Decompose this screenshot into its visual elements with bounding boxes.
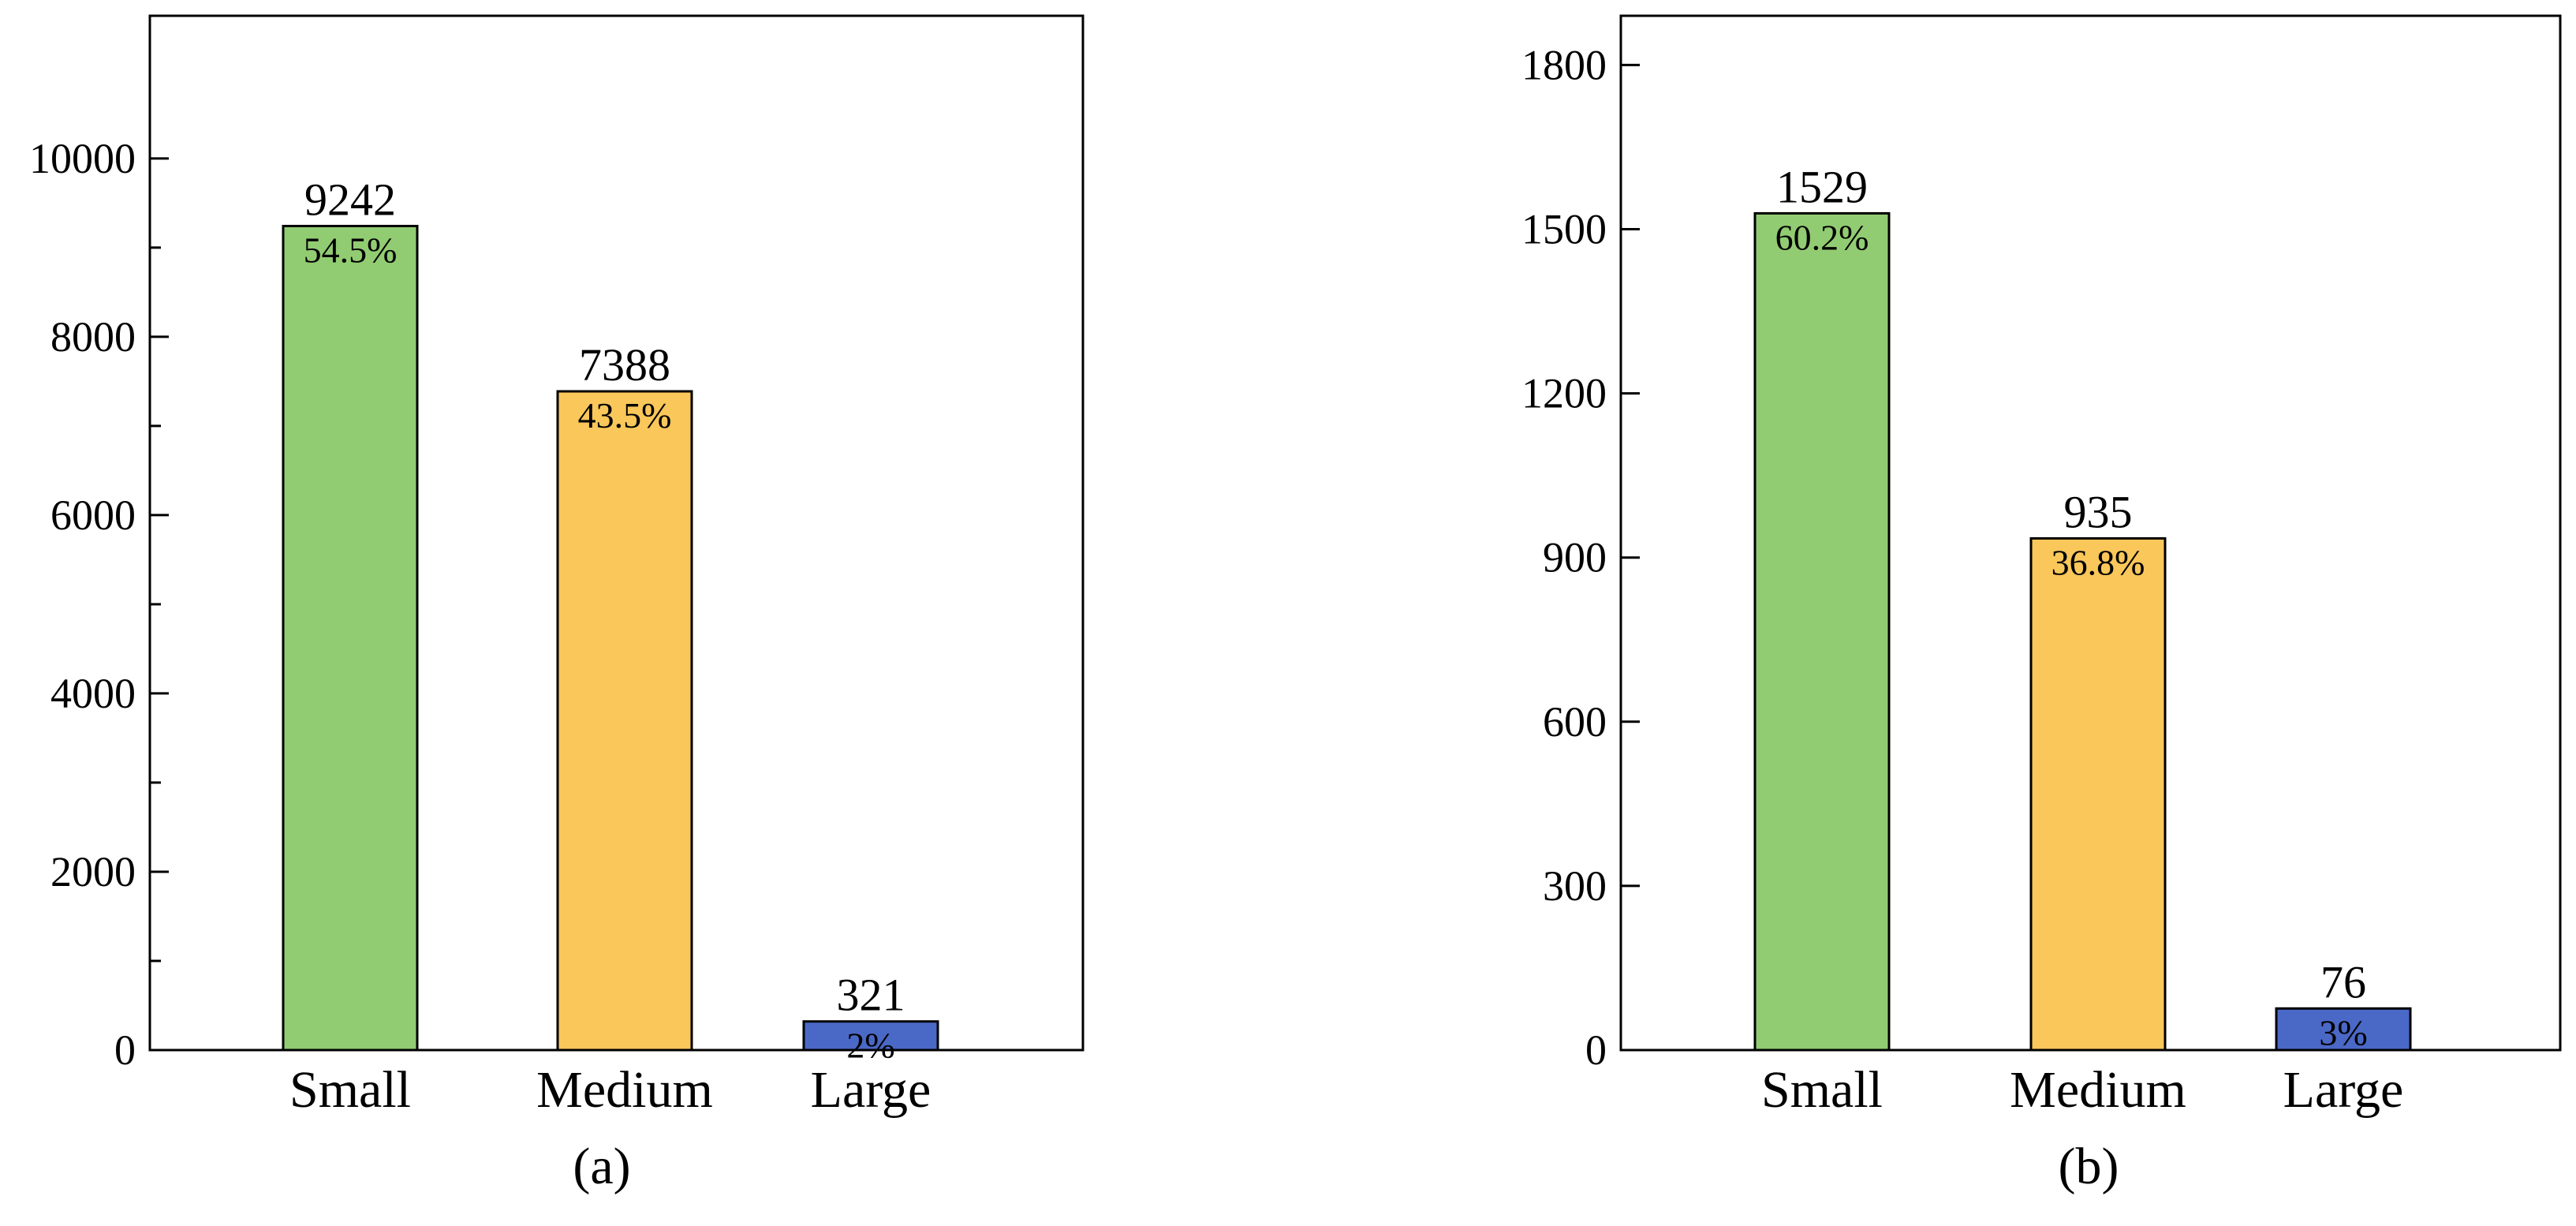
percent-label-large: 3% xyxy=(2319,1012,2367,1052)
percent-label-medium: 43.5% xyxy=(578,395,672,435)
value-label-large: 76 xyxy=(2320,956,2366,1007)
y-tick-label: 1800 xyxy=(1521,41,1607,88)
value-label-large: 321 xyxy=(837,970,905,1021)
y-tick-label: 2000 xyxy=(50,848,136,895)
value-label-medium: 7388 xyxy=(579,339,670,391)
chart-panel-2: 1529 60.2% Small 935 36.8% Medium 76 3% Large 0 30… xyxy=(1521,14,2562,1195)
x-tick-label-medium: Medium xyxy=(2010,1061,2186,1119)
plot-frame xyxy=(148,14,1085,1052)
percent-label-large: 2% xyxy=(846,1026,894,1066)
y-tick-label: 900 xyxy=(1543,534,1607,581)
x-tick-label-medium: Medium xyxy=(536,1061,713,1119)
percent-label-medium: 36.8% xyxy=(2051,542,2145,582)
y-tick-label: 4000 xyxy=(50,670,136,717)
y-tick-label: 10000 xyxy=(29,135,136,182)
bar-small xyxy=(1753,211,1891,1052)
bar-medium xyxy=(556,390,693,1052)
bar-small xyxy=(282,224,419,1052)
y-tick-label: 0 xyxy=(1585,1026,1607,1074)
x-tick-label-small: Small xyxy=(289,1061,411,1119)
y-tick-label: 300 xyxy=(1543,862,1607,910)
panel-label: (b) xyxy=(2059,1138,2119,1195)
y-tick-label: 6000 xyxy=(50,492,136,539)
y-tick-label: 8000 xyxy=(50,313,136,361)
y-tick-label: 600 xyxy=(1543,698,1607,746)
percent-label-small: 54.5% xyxy=(304,230,398,270)
y-tick-label: 1200 xyxy=(1521,370,1607,417)
bar-medium xyxy=(2029,536,2167,1052)
y-tick-label: 1500 xyxy=(1521,206,1607,253)
value-label-small: 1529 xyxy=(1776,161,1868,212)
x-tick-label-large: Large xyxy=(2283,1061,2404,1119)
percent-label-small: 60.2% xyxy=(1775,217,1869,257)
x-tick-label-small: Small xyxy=(1761,1061,1883,1119)
plot-frame xyxy=(1619,14,2562,1052)
bar-large xyxy=(2275,1007,2412,1052)
value-label-medium: 935 xyxy=(2064,486,2133,537)
x-tick-label-large: Large xyxy=(811,1061,931,1119)
y-tick-label: 0 xyxy=(114,1026,136,1074)
panel-label: (a) xyxy=(573,1138,630,1195)
value-label-small: 9242 xyxy=(304,174,396,225)
